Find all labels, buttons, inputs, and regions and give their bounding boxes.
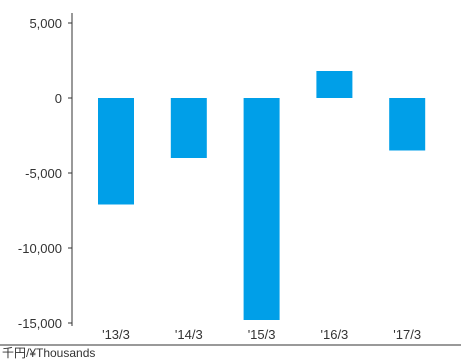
unit-label: 千円/¥Thousands	[2, 346, 96, 360]
y-tick-label: 5,000	[29, 16, 62, 31]
chart-axes	[0, 13, 461, 346]
y-tick-label: -10,000	[18, 241, 62, 256]
y-tick-label: -5,000	[25, 166, 62, 181]
x-tick-label: '17/3	[393, 327, 421, 342]
bar	[316, 71, 353, 98]
x-tick-labels: '13/3 '14/3 '15/3 '16/3 '17/3	[102, 327, 421, 342]
chart-bars	[98, 71, 426, 320]
bar	[170, 98, 207, 158]
x-tick-label: '13/3	[102, 327, 130, 342]
x-tick-label: '15/3	[248, 327, 276, 342]
bar	[243, 98, 280, 320]
y-tick-label: 0	[55, 91, 62, 106]
y-tick-label: -15,000	[18, 316, 62, 331]
y-tick-labels: 5,000 0 -5,000 -10,000 -15,000	[18, 16, 62, 331]
bar	[98, 98, 134, 205]
bar	[389, 98, 426, 151]
x-tick-label: '16/3	[321, 327, 349, 342]
x-tick-label: '14/3	[175, 327, 203, 342]
